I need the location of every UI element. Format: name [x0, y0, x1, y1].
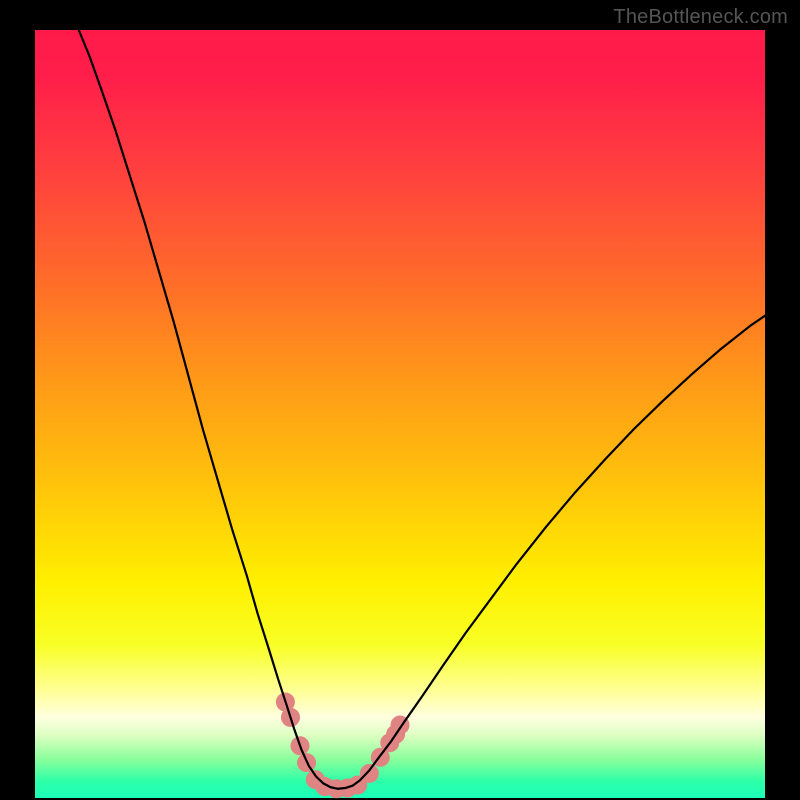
watermark-text: TheBottleneck.com [613, 6, 788, 29]
stage: TheBottleneck.com [0, 0, 800, 800]
heat-gradient-background [35, 30, 765, 798]
plot-frame [35, 30, 765, 798]
